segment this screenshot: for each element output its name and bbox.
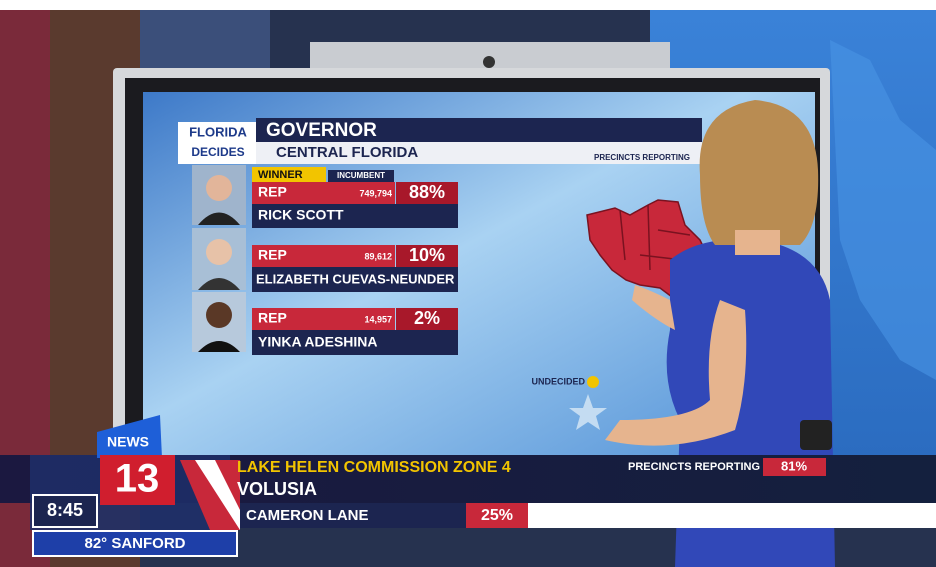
map-legend: UNDECIDED: [531, 376, 585, 386]
precincts-percent: 81%: [781, 458, 807, 473]
mic-pack: [800, 420, 832, 450]
logo-line2: DECIDES: [191, 145, 244, 159]
candidate-name: RICK SCOTT: [258, 207, 344, 223]
station-line2: 13: [115, 457, 160, 501]
votes: 749,794: [359, 188, 392, 198]
photo-face: [206, 175, 232, 201]
votes: 14,957: [364, 314, 392, 324]
page: {"screen": {"logo": {"line1": "FLORIDA",…: [0, 0, 936, 567]
wall: [140, 10, 270, 70]
county-name: VOLUSIA: [237, 479, 317, 499]
race-title: GOVERNOR: [266, 120, 377, 141]
undecided-dot: [587, 376, 599, 388]
status-label: INCUMBENT: [337, 171, 385, 180]
party: REP: [258, 247, 287, 263]
station-line1: NEWS: [107, 434, 149, 450]
race-subtitle: CENTRAL FLORIDA: [276, 144, 418, 161]
party: REP: [258, 184, 287, 200]
candidate-percent: 25%: [481, 507, 513, 524]
precincts-label: PRECINCTS REPORTING: [628, 461, 760, 473]
neck: [735, 230, 780, 255]
weather: 82° SANFORD: [84, 535, 185, 552]
percent: 10%: [409, 245, 445, 265]
time: 8:45: [47, 500, 83, 520]
photo-face: [206, 302, 232, 328]
winner-label: WINNER: [258, 169, 303, 181]
hair: [700, 100, 819, 245]
result-bar-rest: [528, 503, 936, 528]
percent: 2%: [414, 308, 440, 328]
camera: [483, 56, 495, 68]
broadcast-frame: FLORIDA DECIDES GOVERNOR CENTRAL FLORIDA…: [0, 0, 936, 567]
percent: 88%: [409, 182, 445, 202]
candidate-name: YINKA ADESHINA: [258, 334, 378, 350]
votes: 89,612: [364, 251, 392, 261]
party: REP: [258, 310, 287, 326]
candidate-name: ELIZABETH CUEVAS-NEUNDER: [256, 271, 455, 286]
race-name: LAKE HELEN COMMISSION ZONE 4: [237, 459, 511, 476]
top-border: [0, 0, 936, 10]
logo-line1: FLORIDA: [189, 124, 247, 139]
precincts-label: PRECINCTS REPORTING: [594, 153, 690, 162]
candidate-name: CAMERON LANE: [246, 507, 369, 524]
photo-face: [206, 239, 232, 265]
